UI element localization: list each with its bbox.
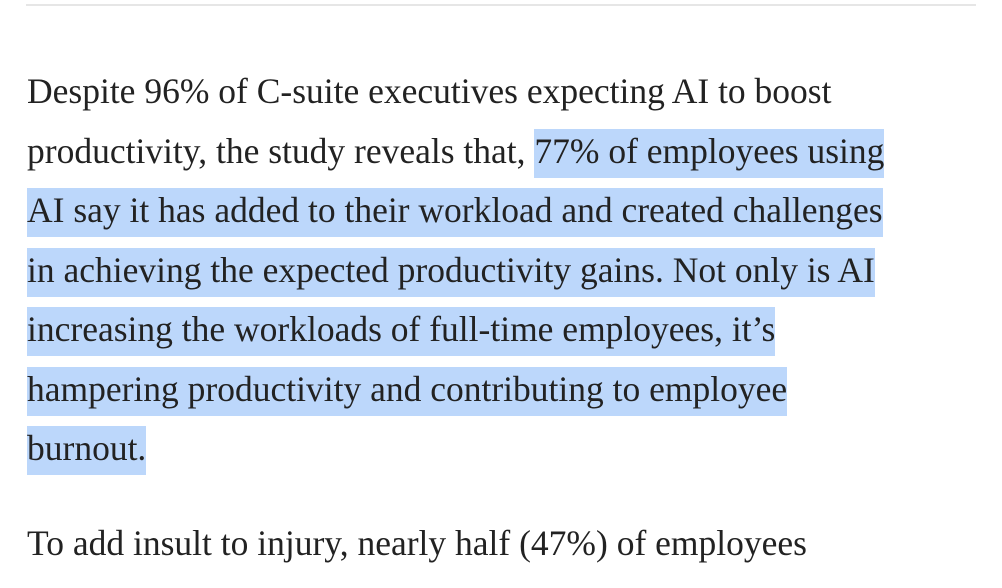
selected-text[interactable]: AI say it has added to their workload an… xyxy=(27,188,883,237)
paragraph-1-line-3: AI say it has added to their workload an… xyxy=(27,181,987,241)
paragraph-1-line-2: productivity, the study reveals that, 77… xyxy=(27,122,987,182)
selected-text[interactable]: 77% of employees using xyxy=(534,128,885,178)
top-divider xyxy=(26,4,976,6)
article-body: Despite 96% of C-suite executives expect… xyxy=(27,62,987,573)
paragraph-1-line-4: in achieving the expected productivity g… xyxy=(27,241,987,301)
selected-text[interactable]: hampering productivity and contributing … xyxy=(27,366,788,416)
paragraph-1: Despite 96% of C-suite executives expect… xyxy=(27,62,987,479)
selected-text[interactable]: burnout. xyxy=(27,426,147,475)
paragraph-2-line-1: To add insult to injury, nearly half (47… xyxy=(27,522,807,563)
paragraph-1-line-1: Despite 96% of C-suite executives expect… xyxy=(27,71,832,111)
paragraph-1-line-5: increasing the workloads of full-time em… xyxy=(27,300,987,360)
paragraph-2: To add insult to injury, nearly half (47… xyxy=(27,514,987,574)
paragraph-1-line-7: burnout. xyxy=(27,419,987,479)
selected-text[interactable]: increasing the workloads of full-time em… xyxy=(27,307,776,356)
plain-text: productivity, the study reveals that, xyxy=(27,130,535,171)
selected-text[interactable]: in achieving the expected productivity g… xyxy=(27,247,875,297)
paragraph-1-line-6: hampering productivity and contributing … xyxy=(27,360,987,420)
